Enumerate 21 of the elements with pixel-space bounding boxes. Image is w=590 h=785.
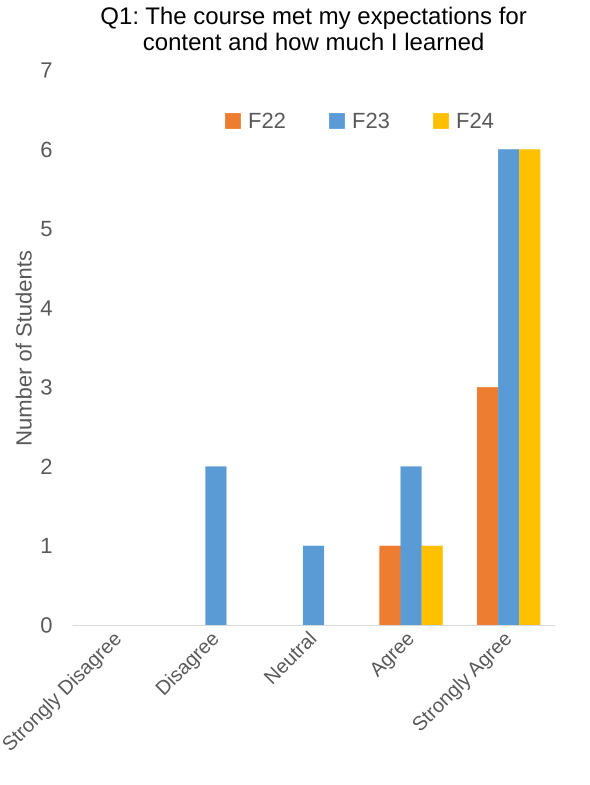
y-tick-label: 5 [40, 216, 52, 242]
y-tick-label: 0 [40, 612, 52, 638]
y-axis-title: Number of Students [11, 250, 36, 446]
legend-label: F24 [456, 108, 494, 133]
y-tick-label: 7 [40, 58, 52, 82]
bar [422, 546, 443, 625]
bar [476, 387, 498, 625]
bar [205, 466, 226, 625]
y-tick-label: 1 [40, 533, 52, 558]
legend-label: F22 [248, 108, 286, 133]
bar [400, 466, 422, 625]
y-tick-label: 4 [40, 295, 52, 320]
legend-label: F23 [352, 108, 390, 133]
bar [498, 149, 520, 625]
bar [379, 546, 401, 625]
y-tick-label: 3 [40, 374, 52, 400]
y-tick-label: 2 [40, 454, 52, 479]
bar [519, 149, 540, 625]
bar [302, 546, 324, 625]
chart-title: Q1: The course met my expectations for content and how much I learned [100, 3, 527, 56]
y-tick-label: 6 [40, 136, 52, 162]
